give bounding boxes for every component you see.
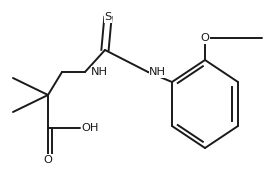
Text: NH: NH [91, 67, 108, 77]
Text: S: S [104, 12, 112, 22]
Text: NH: NH [149, 67, 166, 77]
Text: O: O [44, 155, 52, 165]
Text: O: O [200, 33, 209, 43]
Text: OH: OH [81, 123, 99, 133]
